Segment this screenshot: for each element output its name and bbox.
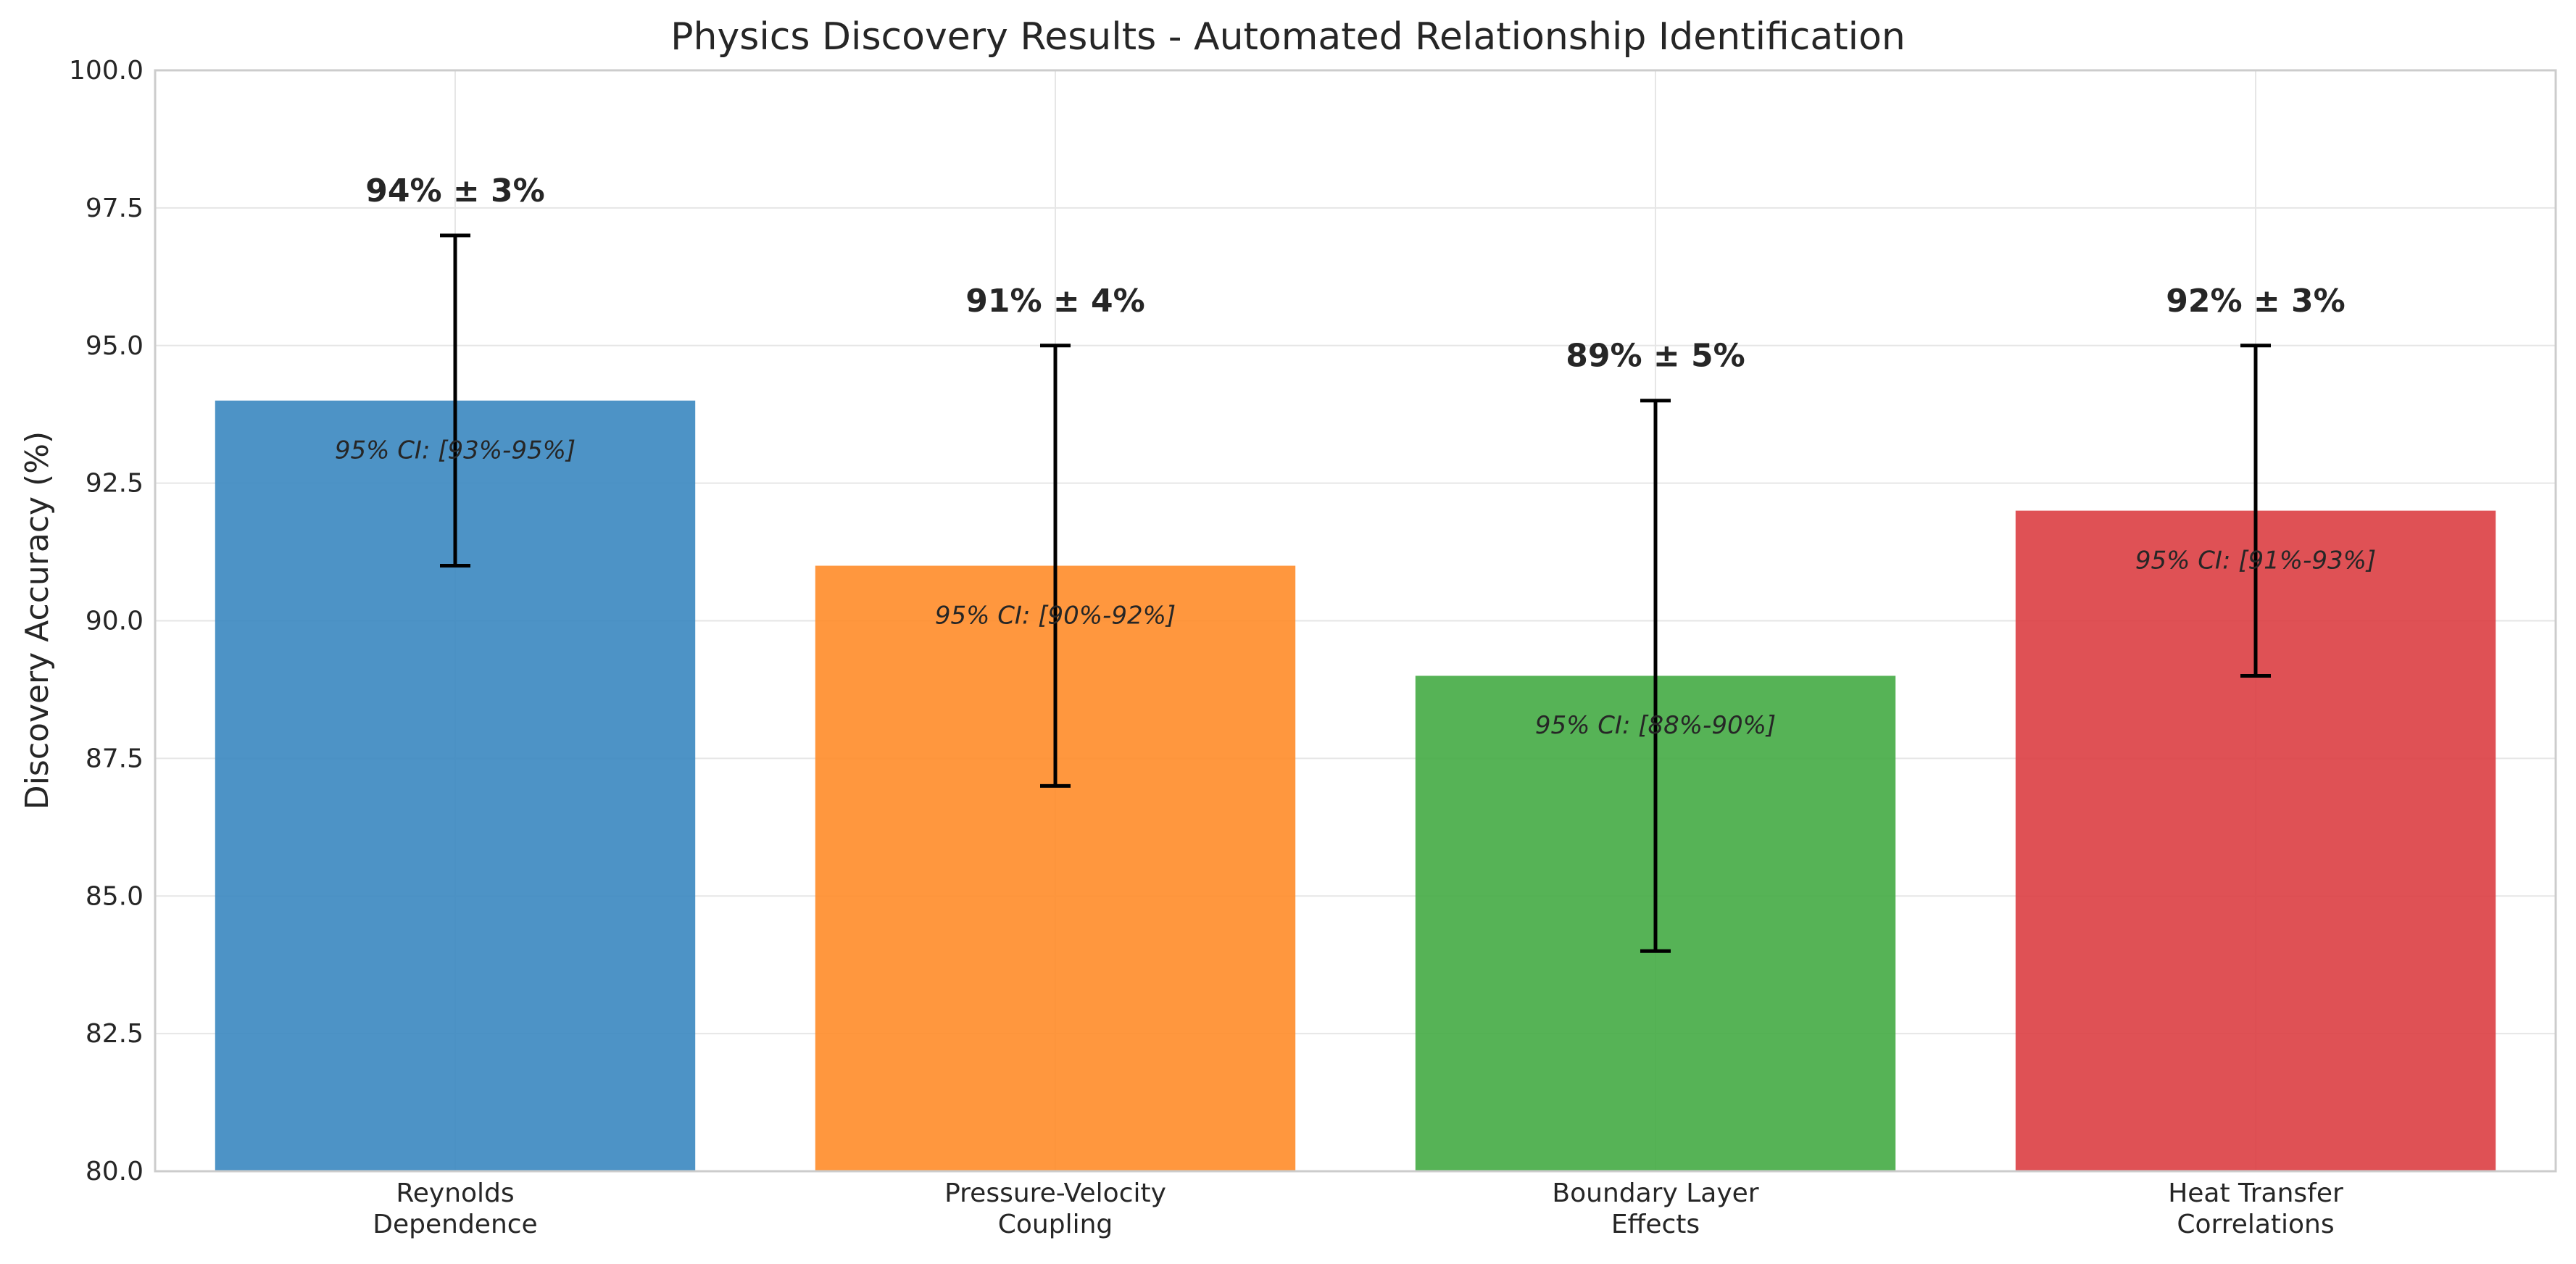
y-tick-label-8: 100.0 xyxy=(69,56,144,86)
error-bar-3 xyxy=(2240,344,2271,678)
ci-label-2: 95% CI: [88%-90%] xyxy=(1535,711,1776,740)
value-label-0: 94% ± 3% xyxy=(365,172,545,209)
error-bar-1 xyxy=(1040,344,1071,788)
x-tick-label-0-line-1: Dependence xyxy=(373,1210,537,1239)
y-tick-label-0: 80.0 xyxy=(86,1157,144,1186)
y-tick-label-6: 95.0 xyxy=(86,331,144,361)
y-tick-label-2: 85.0 xyxy=(86,881,144,911)
value-label-3: 92% ± 3% xyxy=(2166,283,2346,320)
ci-label-1: 95% CI: [90%-92%] xyxy=(935,601,1176,630)
error-bars xyxy=(440,233,2271,953)
y-tick-label-5: 92.5 xyxy=(86,469,144,499)
x-tick-label-2-line-1: Effects xyxy=(1611,1210,1700,1239)
value-label-2: 89% ± 5% xyxy=(1566,338,1745,375)
y-tick-label-3: 87.5 xyxy=(86,744,144,773)
y-tick-label-7: 97.5 xyxy=(86,194,144,223)
value-label-1: 91% ± 4% xyxy=(965,283,1145,320)
x-tick-label-0-line-0: Reynolds xyxy=(396,1178,514,1208)
y-tick-label-4: 90.0 xyxy=(86,607,144,636)
x-tick-label-3-line-1: Correlations xyxy=(2177,1210,2334,1239)
y-axis-label: Discovery Accuracy (%) xyxy=(19,431,56,810)
bar-labels: 94% ± 3% 95% CI: [93%-95%] 91% ± 4% 95% CI:… xyxy=(335,172,2376,740)
y-tick-label-1: 82.5 xyxy=(86,1019,144,1049)
ci-label-0: 95% CI: [93%-95%] xyxy=(335,436,576,465)
x-tick-label-2-line-0: Boundary Layer xyxy=(1552,1178,1758,1208)
error-bar-2 xyxy=(1640,399,1671,953)
x-tick-label-1-line-0: Pressure-Velocity xyxy=(944,1178,1166,1208)
y-axis-ticks: 80.0 82.5 85.0 87.5 90.0 92.5 95.0 97.5 100.0 xyxy=(69,56,144,1186)
x-tick-label-1-line-1: Coupling xyxy=(998,1210,1113,1239)
x-tick-label-3-line-0: Heat Transfer xyxy=(2168,1178,2343,1208)
plot-frame xyxy=(154,69,2557,1173)
chart-title: Physics Discovery Results - Automated Re… xyxy=(670,15,1906,59)
ci-label-3: 95% CI: [91%-93%] xyxy=(2135,546,2376,575)
error-bar-0 xyxy=(440,233,470,568)
